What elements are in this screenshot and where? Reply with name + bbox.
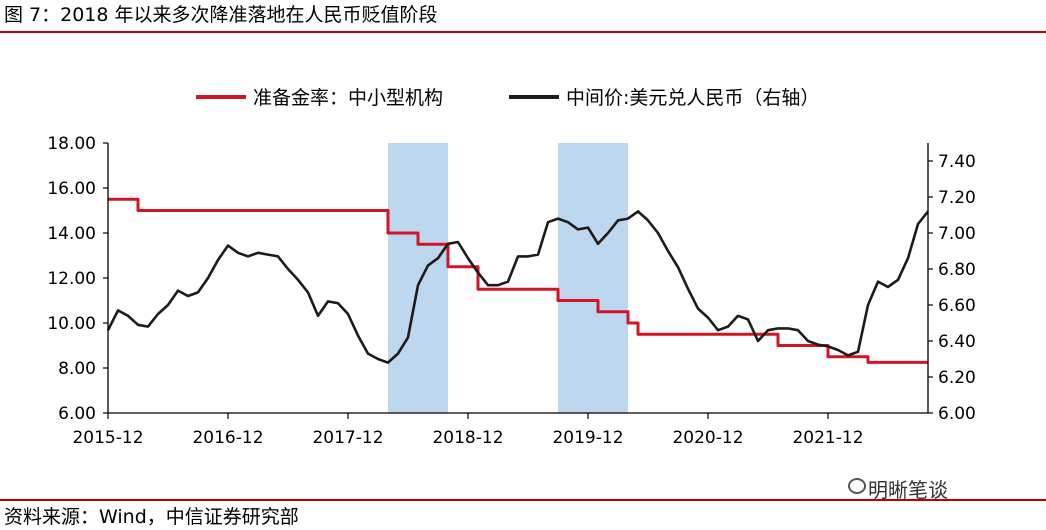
left-tick-label: 10.00 — [47, 314, 96, 334]
x-tick-label: 2016-12 — [192, 428, 263, 448]
figure-title: 图 7：2018 年以来多次降准落地在人民币贬值阶段 — [4, 4, 438, 26]
right-tick-label: 7.40 — [938, 152, 976, 172]
wechat-icon — [848, 478, 866, 494]
right-tick-label: 6.60 — [938, 296, 976, 316]
watermark: 明晰笔谈 — [868, 478, 948, 502]
x-tick-label: 2020-12 — [672, 428, 743, 448]
left-tick-label: 16.00 — [47, 179, 96, 199]
right-tick-label: 6.40 — [938, 332, 976, 352]
series-lines — [106, 197, 930, 364]
left-tick-label: 14.00 — [47, 224, 96, 244]
right-tick-label: 7.20 — [938, 188, 976, 208]
footer-rule — [0, 499, 1046, 501]
x-tick-label: 2021-12 — [792, 428, 863, 448]
legend-label-fx: 中间价:美元兑人民币（右轴） — [566, 87, 819, 109]
right-tick-label: 6.80 — [938, 260, 976, 280]
left-tick-label: 8.00 — [58, 359, 96, 379]
left-tick-label: 12.00 — [47, 269, 96, 289]
x-tick-label: 2017-12 — [312, 428, 383, 448]
x-tick-label: 2019-12 — [552, 428, 623, 448]
legend: 准备金率：中小型机构 中间价:美元兑人民币（右轴） — [196, 87, 819, 109]
legend-label-rrr: 准备金率：中小型机构 — [253, 87, 443, 109]
left-tick-label: 6.00 — [58, 404, 96, 424]
right-tick-label: 6.00 — [938, 404, 976, 424]
source-note: 资料来源：Wind，中信证券研究部 — [4, 506, 299, 528]
title-rule — [0, 31, 1046, 33]
shaded-period-1 — [558, 143, 628, 413]
chart: 准备金率：中小型机构 中间价:美元兑人民币（右轴） 6.00 8.00 10.00 1… — [47, 87, 976, 448]
x-tick-label: 2018-12 — [432, 428, 503, 448]
shaded-periods — [388, 143, 628, 413]
left-tick-label: 18.00 — [47, 134, 96, 154]
series-line-fx — [106, 210, 930, 364]
right-tick-label: 6.20 — [938, 368, 976, 388]
axes: 6.00 8.00 10.00 12.00 14.00 16.00 18.00 6.00 6.2… — [47, 134, 976, 448]
shaded-period-0 — [388, 143, 448, 413]
x-tick-label: 2015-12 — [72, 428, 143, 448]
right-tick-label: 7.00 — [938, 224, 976, 244]
